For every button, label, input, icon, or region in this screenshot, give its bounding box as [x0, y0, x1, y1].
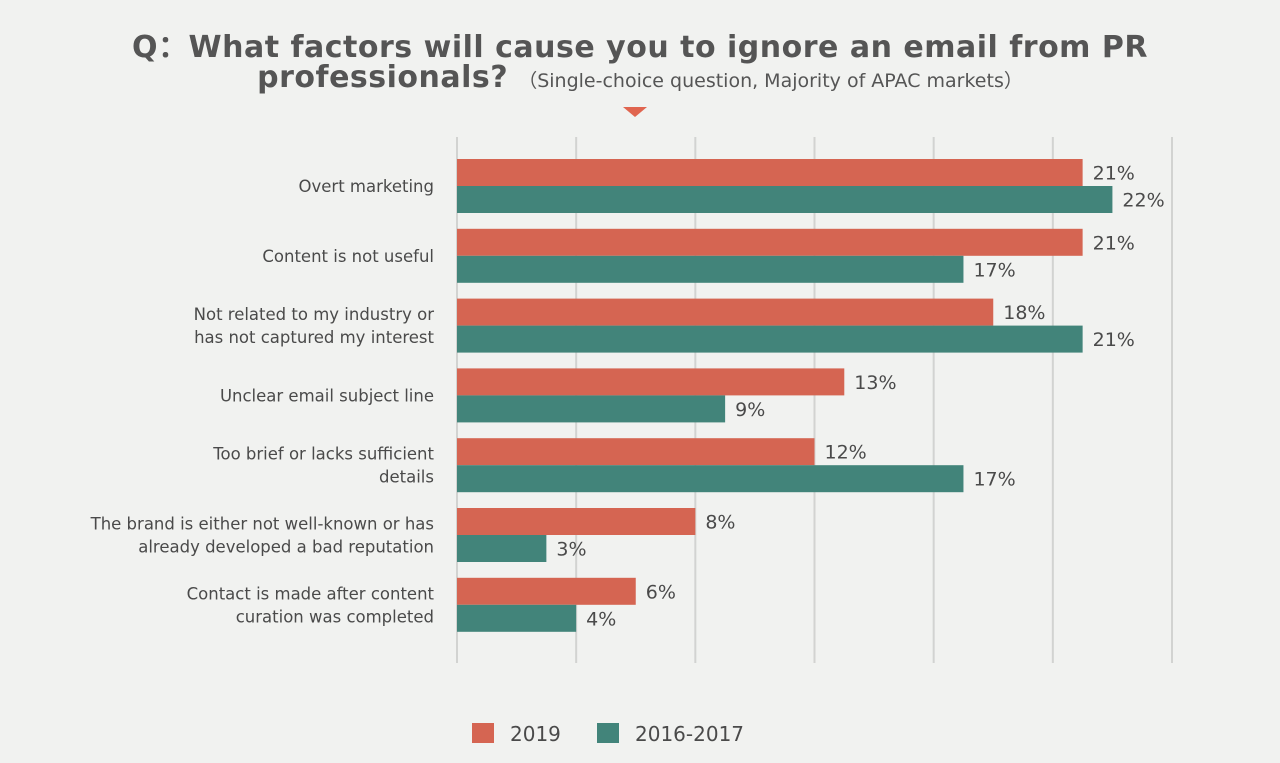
bar-2016-2017 [457, 465, 964, 493]
category-label: Content is not useful [262, 247, 434, 266]
bar-2019 [457, 159, 1083, 186]
data-label: 21% [1093, 329, 1135, 351]
data-label: 17% [973, 259, 1015, 281]
category-label: Contact is made after content curation wa… [187, 584, 435, 626]
chart-title-line2-text: professionals? [257, 60, 509, 95]
data-label: 9% [735, 399, 765, 421]
bar-2019 [457, 368, 845, 396]
data-label: 17% [973, 469, 1015, 491]
data-label: 8% [705, 512, 735, 534]
bar-2019 [457, 228, 1083, 256]
data-label: 3% [556, 539, 586, 561]
bar-2019 [457, 508, 696, 535]
legend-label: 2016-2017 [635, 722, 744, 746]
category-label: The brand is either not well-known or ha… [90, 515, 434, 557]
chart-subtitle: （Single-choice question, Majority of APA… [518, 70, 1023, 92]
data-label: 12% [825, 442, 867, 464]
data-label: 21% [1093, 163, 1135, 185]
bar-2016-2017 [457, 395, 726, 423]
legend-swatch [597, 723, 619, 743]
chart-title-line1: Q：What factors will cause you to ignore … [132, 30, 1148, 65]
data-label: 18% [1003, 302, 1045, 324]
category-label: Too brief or lacks sufficient details [212, 445, 434, 487]
legend-swatch [472, 723, 494, 743]
bar-2016-2017 [457, 325, 1083, 353]
data-label: 6% [646, 581, 676, 603]
bar-2019 [457, 577, 636, 605]
chart-title-line2: professionals? （Single-choice question, M… [0, 60, 1280, 95]
pointer-triangle-icon [623, 107, 647, 117]
bar-2016-2017 [457, 535, 547, 562]
data-label: 4% [586, 608, 616, 630]
bar-2019 [457, 298, 994, 326]
bar-2016-2017 [457, 255, 964, 283]
bar-2016-2017 [457, 186, 1113, 213]
data-label: 13% [854, 372, 896, 394]
legend-label: 2019 [510, 722, 561, 746]
category-label: Overt marketing [299, 177, 434, 196]
bar-2019 [457, 438, 815, 466]
bar-2016-2017 [457, 604, 577, 632]
data-label: 21% [1093, 232, 1135, 254]
data-label: 22% [1122, 190, 1164, 212]
category-label: Unclear email subject line [220, 386, 434, 405]
category-label: Not related to my industry or has not cap… [194, 305, 435, 347]
